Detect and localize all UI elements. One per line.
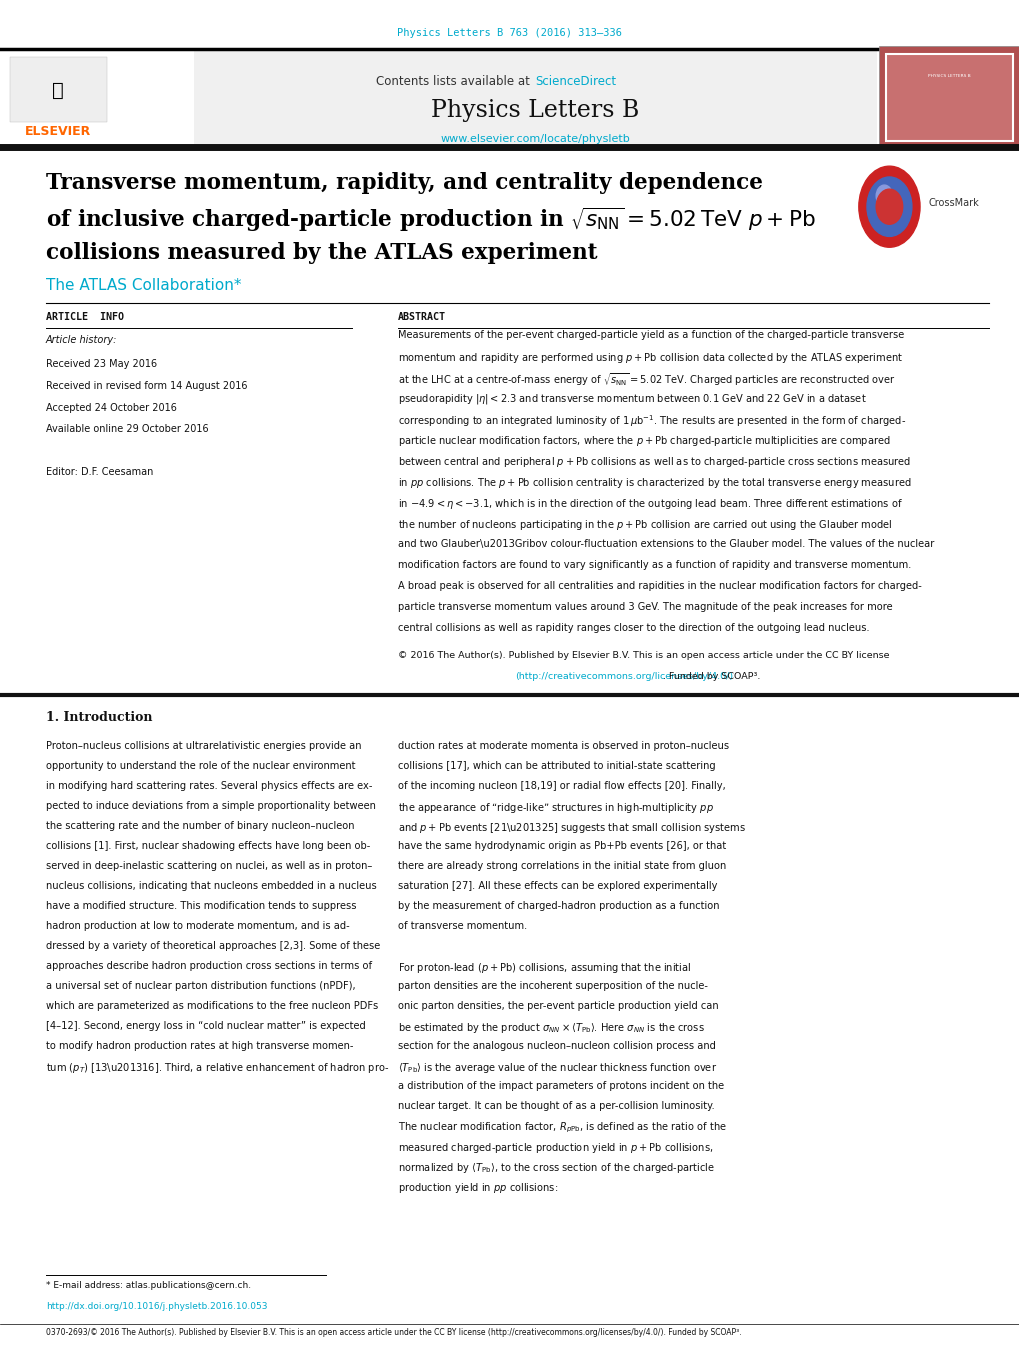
Text: in $-4.9<\eta<-3.1$, which is in the direction of the outgoing lead beam. Three : in $-4.9<\eta<-3.1$, which is in the dir… (397, 497, 902, 511)
Text: 🌳: 🌳 (52, 81, 64, 100)
Text: tum ($p_T$) [13\u201316]. Third, a relative enhancement of hadron pro-: tum ($p_T$) [13\u201316]. Third, a relat… (46, 1061, 389, 1075)
Text: nuclear target. It can be thought of as a per-collision luminosity.: nuclear target. It can be thought of as … (397, 1101, 714, 1111)
Text: a universal set of nuclear parton distribution functions (nPDF),: a universal set of nuclear parton distri… (46, 981, 356, 992)
Text: the scattering rate and the number of binary nucleon–nucleon: the scattering rate and the number of bi… (46, 821, 354, 831)
Text: served in deep-inelastic scattering on nuclei, as well as in proton–: served in deep-inelastic scattering on n… (46, 861, 372, 871)
Text: at the LHC at a centre-of-mass energy of $\sqrt{s_\mathrm{NN}}=5.02$ TeV. Charge: at the LHC at a centre-of-mass energy of… (397, 372, 895, 388)
Text: onic parton densities, the per-event particle production yield can: onic parton densities, the per-event par… (397, 1001, 717, 1011)
Text: Proton–nucleus collisions at ultrarelativistic energies provide an: Proton–nucleus collisions at ultrarelati… (46, 740, 361, 751)
Text: approaches describe hadron production cross sections in terms of: approaches describe hadron production cr… (46, 961, 372, 971)
Text: Article history:: Article history: (46, 335, 117, 345)
FancyBboxPatch shape (10, 57, 107, 122)
Text: central collisions as well as rapidity ranges closer to the direction of the out: central collisions as well as rapidity r… (397, 623, 868, 632)
Text: Transverse momentum, rapidity, and centrality dependence: Transverse momentum, rapidity, and centr… (46, 172, 762, 193)
Text: particle transverse momentum values around 3 GeV. The magnitude of the peak incr: particle transverse momentum values arou… (397, 603, 892, 612)
Text: Received 23 May 2016: Received 23 May 2016 (46, 359, 157, 369)
Text: normalized by $\langle T_\mathrm{Pb}\rangle$, to the cross section of the charge: normalized by $\langle T_\mathrm{Pb}\ran… (397, 1161, 714, 1175)
Text: collisions [17], which can be attributed to initial-state scattering: collisions [17], which can be attributed… (397, 761, 714, 771)
Text: ABSTRACT: ABSTRACT (397, 312, 445, 322)
Text: the appearance of “ridge-like” structures in high-multiplicity $pp$: the appearance of “ridge-like” structure… (397, 801, 713, 815)
Text: there are already strong correlations in the initial state from gluon: there are already strong correlations in… (397, 861, 726, 871)
Text: and two Glauber\u2013Gribov colour-fluctuation extensions to the Glauber model. : and two Glauber\u2013Gribov colour-fluct… (397, 539, 933, 549)
Text: particle nuclear modification factors, where the $p+$Pb charged-particle multipl: particle nuclear modification factors, w… (397, 435, 890, 449)
Text: http://dx.doi.org/10.1016/j.physletb.2016.10.053: http://dx.doi.org/10.1016/j.physletb.201… (46, 1302, 267, 1312)
Text: modification factors are found to vary significantly as a function of rapidity a: modification factors are found to vary s… (397, 561, 910, 570)
Text: and $p+$Pb events [21\u201325] suggests that small collision systems: and $p+$Pb events [21\u201325] suggests … (397, 821, 745, 835)
Text: section for the analogous nucleon–nucleon collision process and: section for the analogous nucleon–nucleo… (397, 1040, 715, 1051)
Text: saturation [27]. All these effects can be explored experimentally: saturation [27]. All these effects can b… (397, 881, 716, 892)
Text: For proton-lead ($p+$Pb) collisions, assuming that the initial: For proton-lead ($p+$Pb) collisions, ass… (397, 961, 691, 975)
Text: 0370-2693/© 2016 The Author(s). Published by Elsevier B.V. This is an open acces: 0370-2693/© 2016 The Author(s). Publishe… (46, 1328, 741, 1337)
Text: momentum and rapidity are performed using $p+$Pb collision data collected by the: momentum and rapidity are performed usin… (397, 350, 902, 365)
Text: duction rates at moderate momenta is observed in proton–nucleus: duction rates at moderate momenta is obs… (397, 740, 729, 751)
Text: collisions [1]. First, nuclear shadowing effects have long been ob-: collisions [1]. First, nuclear shadowing… (46, 840, 370, 851)
Text: pseudorapidity $|\eta|<2.3$ and transverse momentum between 0.1 GeV and 22 GeV i: pseudorapidity $|\eta|<2.3$ and transver… (397, 393, 865, 407)
FancyBboxPatch shape (878, 46, 1019, 147)
Text: CrossMark: CrossMark (927, 197, 978, 208)
Text: . Funded by SCOAP³.: . Funded by SCOAP³. (662, 671, 759, 681)
Circle shape (858, 166, 919, 247)
Text: opportunity to understand the role of the nuclear environment: opportunity to understand the role of th… (46, 761, 355, 771)
Text: Editor: D.F. Ceesaman: Editor: D.F. Ceesaman (46, 467, 153, 477)
Text: hadron production at low to moderate momentum, and is ad-: hadron production at low to moderate mom… (46, 921, 350, 931)
Text: ScienceDirect: ScienceDirect (535, 74, 616, 88)
FancyBboxPatch shape (0, 49, 194, 145)
Text: www.elsevier.com/locate/physletb: www.elsevier.com/locate/physletb (440, 134, 630, 145)
Text: in modifying hard scattering rates. Several physics effects are ex-: in modifying hard scattering rates. Seve… (46, 781, 372, 792)
Text: Accepted 24 October 2016: Accepted 24 October 2016 (46, 403, 176, 412)
Text: Physics Letters B: Physics Letters B (431, 99, 639, 123)
Text: have a modified structure. This modification tends to suppress: have a modified structure. This modifica… (46, 901, 356, 911)
Circle shape (866, 177, 911, 236)
Text: parton densities are the incoherent superposition of the nucle-: parton densities are the incoherent supe… (397, 981, 707, 992)
Text: the number of nucleons participating in the $p+$Pb collision are carried out usi: the number of nucleons participating in … (397, 517, 892, 532)
Text: by the measurement of charged-hadron production as a function: by the measurement of charged-hadron pro… (397, 901, 718, 911)
Text: production yield in $pp$ collisions:: production yield in $pp$ collisions: (397, 1181, 557, 1194)
Text: (http://creativecommons.org/licenses/by/4.0/): (http://creativecommons.org/licenses/by/… (515, 671, 733, 681)
Text: Measurements of the per-event charged-particle yield as a function of the charge: Measurements of the per-event charged-pa… (397, 330, 903, 339)
Text: * E-mail address: atlas.publications@cern.ch.: * E-mail address: atlas.publications@cer… (46, 1281, 251, 1290)
Text: Available online 29 October 2016: Available online 29 October 2016 (46, 424, 208, 434)
Text: a distribution of the impact parameters of protons incident on the: a distribution of the impact parameters … (397, 1081, 723, 1092)
Text: © 2016 The Author(s). Published by Elsevier B.V. This is an open access article : © 2016 The Author(s). Published by Elsev… (397, 650, 889, 659)
Text: dressed by a variety of theoretical approaches [2,3]. Some of these: dressed by a variety of theoretical appr… (46, 940, 380, 951)
Text: nucleus collisions, indicating that nucleons embedded in a nucleus: nucleus collisions, indicating that nucl… (46, 881, 376, 892)
Text: measured charged-particle production yield in $p+$Pb collisions,: measured charged-particle production yie… (397, 1140, 712, 1155)
Text: corresponding to an integrated luminosity of $1\,\mu\mathrm{b}^{-1}$. The result: corresponding to an integrated luminosit… (397, 413, 905, 430)
Text: collisions measured by the ATLAS experiment: collisions measured by the ATLAS experim… (46, 242, 597, 263)
Text: have the same hydrodynamic origin as Pb+Pb events [26], or that: have the same hydrodynamic origin as Pb+… (397, 840, 726, 851)
Text: in $pp$ collisions. The $p+$Pb collision centrality is characterized by the tota: in $pp$ collisions. The $p+$Pb collision… (397, 477, 911, 490)
FancyBboxPatch shape (886, 54, 1012, 141)
Text: to modify hadron production rates at high transverse momen-: to modify hadron production rates at hig… (46, 1040, 353, 1051)
Text: be estimated by the product $\sigma_{NN} \times \langle T_\mathrm{Pb}\rangle$. H: be estimated by the product $\sigma_{NN}… (397, 1021, 704, 1035)
Text: A broad peak is observed for all centralities and rapidities in the nuclear modi: A broad peak is observed for all central… (397, 581, 921, 590)
Text: of inclusive charged-particle production in $\sqrt{s_{\mathrm{NN}}} = 5.02\,\mat: of inclusive charged-particle production… (46, 205, 815, 234)
Text: PHYSICS LETTERS B: PHYSICS LETTERS B (927, 74, 970, 77)
Text: of the incoming nucleon [18,19] or radial flow effects [20]. Finally,: of the incoming nucleon [18,19] or radia… (397, 781, 725, 792)
Circle shape (875, 189, 902, 224)
Text: Received in revised form 14 August 2016: Received in revised form 14 August 2016 (46, 381, 248, 390)
Text: [4–12]. Second, energy loss in “cold nuclear matter” is expected: [4–12]. Second, energy loss in “cold nuc… (46, 1021, 365, 1031)
Text: Contents lists available at: Contents lists available at (375, 74, 533, 88)
Text: The ATLAS Collaboration*: The ATLAS Collaboration* (46, 278, 242, 293)
Text: pected to induce deviations from a simple proportionality between: pected to induce deviations from a simpl… (46, 801, 375, 811)
Text: The nuclear modification factor, $R_{p\mathrm{Pb}}$, is defined as the ratio of : The nuclear modification factor, $R_{p\m… (397, 1121, 726, 1135)
Text: 1. Introduction: 1. Introduction (46, 711, 152, 724)
Text: ARTICLE  INFO: ARTICLE INFO (46, 312, 123, 322)
FancyBboxPatch shape (194, 49, 876, 145)
Text: ELSEVIER: ELSEVIER (25, 124, 91, 138)
Text: between central and peripheral $p+$Pb collisions as well as to charged-particle : between central and peripheral $p+$Pb co… (397, 455, 910, 469)
Text: $\langle T_\mathrm{Pb}\rangle$ is the average value of the nuclear thickness fun: $\langle T_\mathrm{Pb}\rangle$ is the av… (397, 1061, 716, 1075)
Text: which are parameterized as modifications to the free nucleon PDFs: which are parameterized as modifications… (46, 1001, 378, 1011)
Text: Physics Letters B 763 (2016) 313–336: Physics Letters B 763 (2016) 313–336 (397, 28, 622, 38)
Circle shape (875, 185, 892, 207)
Text: of transverse momentum.: of transverse momentum. (397, 921, 527, 931)
